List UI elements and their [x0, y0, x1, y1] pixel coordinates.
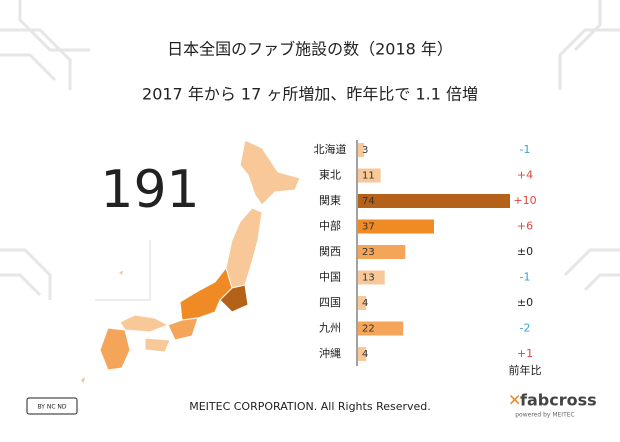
category-label: 中部	[319, 219, 341, 233]
footer: MEITEC CORPORATION. All Rights Reserved.	[189, 400, 431, 413]
category-label: 中国	[319, 271, 341, 284]
change-label: +1	[517, 347, 533, 360]
japan-map	[79, 139, 301, 385]
bar-value-label: 4	[362, 298, 368, 309]
category-label: 関東	[319, 194, 341, 207]
license-text: BY NC ND	[37, 404, 66, 411]
change-label: ±0	[517, 245, 533, 258]
change-label: ±0	[517, 296, 533, 309]
change-label: +10	[513, 194, 536, 207]
bar	[358, 245, 406, 259]
bar	[358, 347, 367, 361]
logo-mark: ✕	[508, 391, 521, 410]
bar-value-label: 74	[362, 196, 375, 207]
change-label: +4	[517, 169, 533, 182]
change-label: +6	[517, 220, 533, 233]
change-label: -1	[520, 271, 531, 284]
bar	[358, 219, 434, 234]
bar-value-label: 4	[362, 349, 368, 360]
category-label: 関西	[319, 245, 341, 258]
category-label: 四国	[319, 296, 341, 309]
category-label: 沖縄	[319, 346, 341, 360]
logo-sub: powered by MEITEC	[515, 412, 574, 419]
license-badge	[26, 397, 78, 415]
category-label: 九州	[319, 322, 341, 335]
bar	[358, 143, 365, 157]
bar-value-label: 13	[362, 273, 375, 284]
subtitle: 2017 年から 17 ヶ所増加、昨年比で 1.1 倍増	[142, 85, 478, 104]
total: 191	[100, 160, 199, 220]
bar-value-label: 3	[362, 145, 368, 156]
bar	[358, 321, 404, 336]
circuit-decoration	[0, 0, 620, 301]
bar-value-label: 22	[362, 324, 375, 335]
bar-value-label: 23	[362, 247, 375, 258]
category-label: 北海道	[314, 142, 347, 156]
bar-value-label: 37	[362, 222, 375, 233]
bar	[358, 270, 385, 285]
bar	[358, 296, 367, 310]
logo: fabcross	[520, 391, 597, 410]
bar	[358, 194, 510, 208]
bar-value-label: 11	[362, 171, 375, 182]
bar	[358, 168, 381, 183]
category-label: 東北	[319, 169, 341, 182]
change-label: -2	[520, 322, 531, 335]
change-header: 前年比	[509, 363, 542, 377]
title: 日本全国のファブ施設の数（2018 年）	[167, 40, 453, 59]
change-label: -1	[520, 143, 531, 156]
